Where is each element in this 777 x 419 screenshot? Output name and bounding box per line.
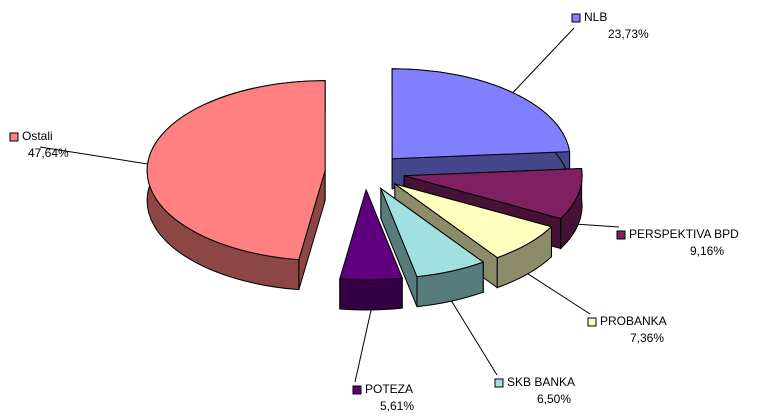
slice bbox=[339, 188, 403, 281]
legend-swatch bbox=[9, 132, 19, 142]
legend-swatch bbox=[494, 378, 504, 388]
slice-value-label: 23,73% bbox=[608, 27, 649, 41]
leader-line bbox=[512, 27, 575, 93]
slice-label: SKB BANKA bbox=[507, 375, 575, 389]
slice-label: Ostali bbox=[22, 129, 53, 143]
leader-line bbox=[354, 309, 372, 383]
leader-line bbox=[578, 223, 620, 228]
slice-wall bbox=[339, 277, 403, 311]
slice bbox=[146, 80, 326, 261]
legend-swatch bbox=[616, 230, 626, 240]
slice bbox=[391, 68, 571, 160]
slice-value-label: 6,50% bbox=[537, 392, 571, 406]
legend-swatch bbox=[352, 385, 362, 395]
slice-value-label: 9,16% bbox=[690, 244, 724, 258]
leader-line bbox=[39, 146, 148, 165]
slice-label: NLB bbox=[584, 10, 607, 24]
legend-swatch bbox=[571, 13, 581, 23]
slice bbox=[379, 187, 485, 278]
leader-line bbox=[527, 273, 591, 315]
slice-label: PERSPEKTIVA BPD bbox=[629, 227, 739, 241]
slice-value-label: 47,64% bbox=[28, 146, 69, 160]
slice-label: PROBANKA bbox=[600, 314, 667, 328]
slice-value-label: 5,61% bbox=[380, 399, 414, 413]
leader-line bbox=[451, 300, 498, 376]
legend-swatch bbox=[587, 317, 597, 327]
slice bbox=[404, 168, 583, 220]
slice-label: POTEZA bbox=[365, 382, 413, 396]
slice bbox=[394, 183, 553, 259]
slice-value-label: 7,36% bbox=[630, 331, 664, 345]
